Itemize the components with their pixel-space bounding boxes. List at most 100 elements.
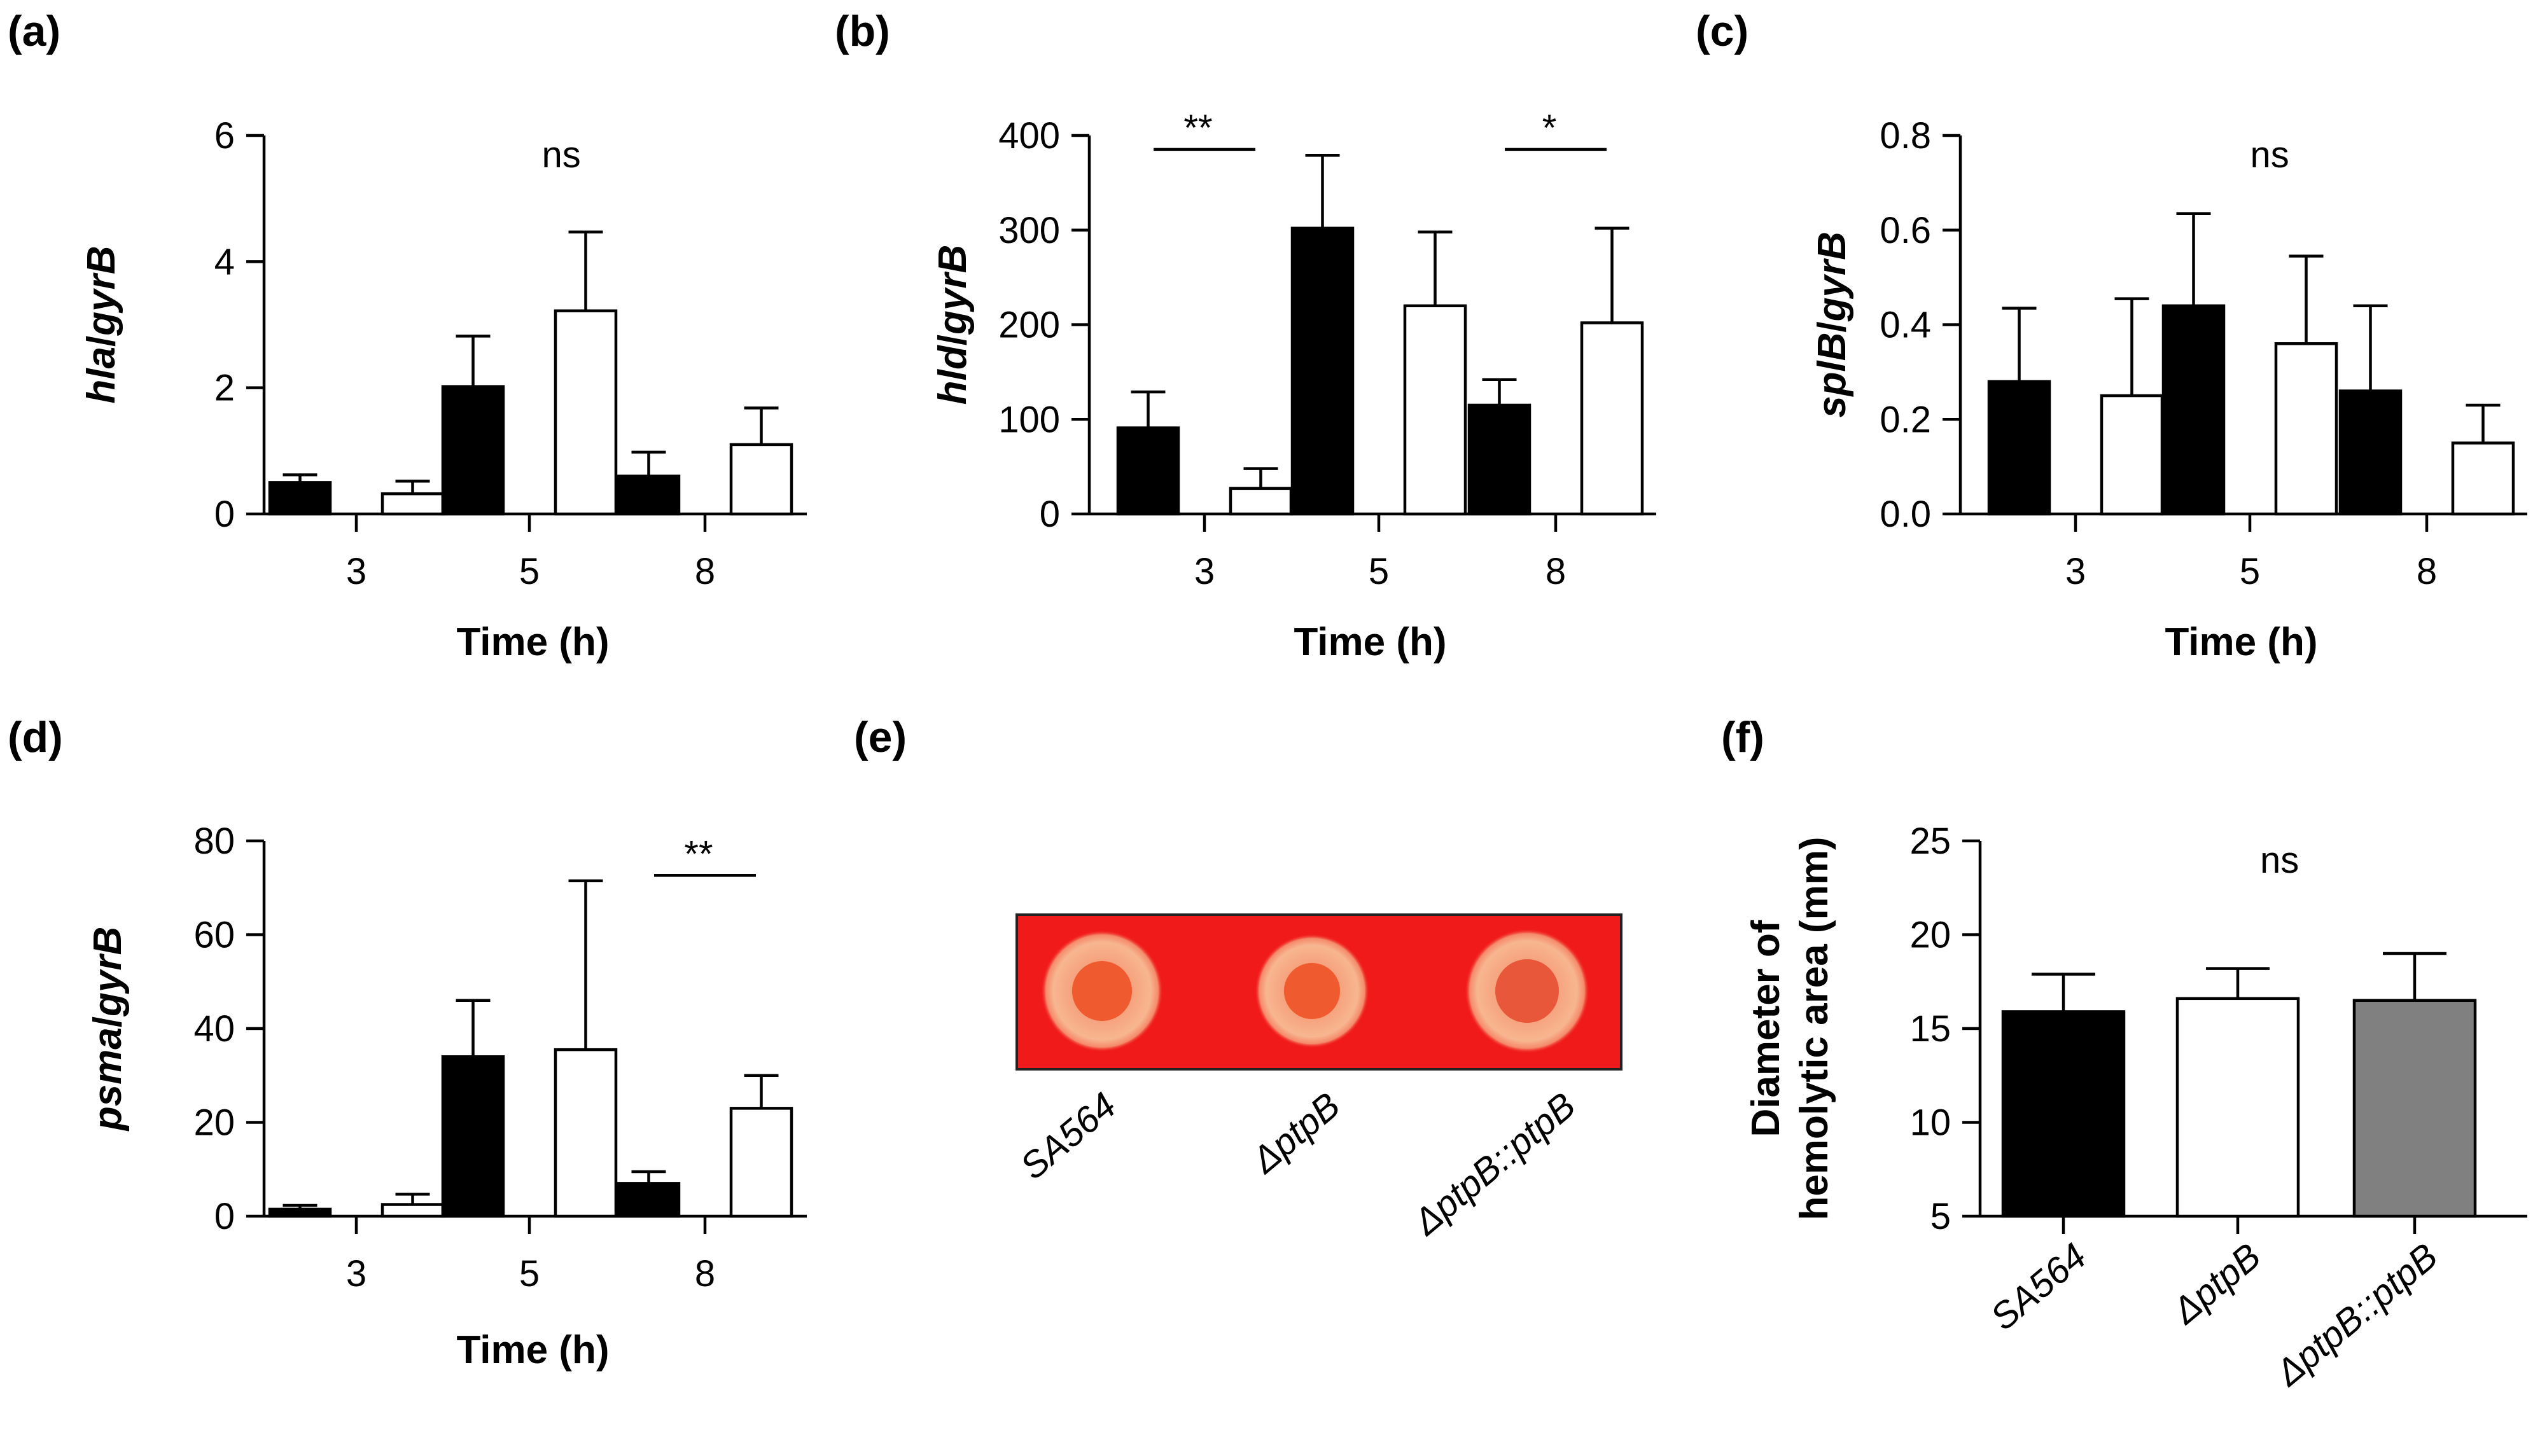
bar-ptpb	[1403, 304, 1467, 516]
plate-label-sa564: SA564	[1012, 1085, 1124, 1188]
y-tick-label: 0	[214, 1196, 235, 1237]
y-axis-title-line: Diameter of	[1744, 920, 1788, 1137]
bar-sa564	[1116, 426, 1180, 516]
y-tick-label: 15	[1909, 1008, 1951, 1050]
x-tick-label: 3	[1194, 551, 1215, 592]
bar-sa564	[617, 1182, 681, 1218]
x-axis-title: Time (h)	[1294, 620, 1447, 664]
y-axis-title-part: gyrB	[86, 927, 130, 1017]
bar-ptpb	[1229, 487, 1293, 516]
y-tick-label: 400	[998, 115, 1060, 156]
x-tick-label: ΔptpB::ptpB	[2267, 1235, 2446, 1394]
y-tick-label: 0.2	[1880, 399, 1931, 440]
bar-ptpb	[729, 443, 793, 516]
x-tick-label: 8	[695, 551, 715, 592]
bar-sa564	[1467, 403, 1532, 516]
chart-a-hla: 0 2 4 6 3 5 8 Time (h) hla/gyrB ns	[80, 115, 807, 664]
y-tick-label: 200	[998, 305, 1060, 346]
chart-d-psma: 0 20 40 60 80 3 5 8 Time (h) psma/gyrB **	[86, 821, 807, 1372]
y-axis-title-part: gyrB	[931, 245, 975, 335]
colony-center-ptpb	[1284, 963, 1340, 1019]
x-tick-label: 3	[346, 551, 366, 592]
x-tick-label: 3	[346, 1253, 366, 1294]
bar-sa564	[441, 1055, 505, 1218]
panel-label-a: (a)	[8, 7, 60, 55]
y-tick-label: 4	[214, 241, 235, 282]
y-axis-title-part: splB	[1810, 333, 1854, 418]
bar-ptpb	[2451, 441, 2515, 516]
y-tick-label: 0	[214, 494, 235, 535]
bar-sa564	[268, 481, 332, 516]
x-axis-title: Time (h)	[457, 620, 610, 664]
y-tick-label: 300	[998, 210, 1060, 251]
y-axis-title: Diameter of hemolytic area (mm)	[1744, 837, 1836, 1221]
bar-sa564	[268, 1207, 332, 1218]
y-tick-label: 6	[214, 115, 235, 156]
bar-sa564	[2338, 389, 2403, 516]
panel-label-f: (f)	[1721, 713, 1764, 761]
y-axis-title-part: hld	[931, 345, 975, 405]
y-tick-label: 40	[193, 1008, 235, 1050]
bar-2	[2352, 999, 2477, 1218]
y-axis-title-part: psma	[86, 1027, 130, 1132]
x-tick-label: 8	[2417, 551, 2437, 592]
x-tick-label: 5	[2240, 551, 2260, 592]
y-tick-label: 0.6	[1880, 210, 1931, 251]
bar-0	[2001, 1010, 2126, 1218]
y-axis-title-part: gyrB	[1810, 232, 1854, 322]
y-axis-title: psma/gyrB	[86, 927, 130, 1132]
y-tick-label: 0.0	[1880, 494, 1931, 535]
y-axis-title-line: hemolytic area (mm)	[1792, 837, 1836, 1221]
x-axis-title: Time (h)	[2165, 620, 2318, 664]
y-tick-label: 5	[1930, 1196, 1951, 1237]
y-axis-title: splB/gyrB	[1810, 232, 1854, 418]
x-tick-label: 3	[2065, 551, 2086, 592]
x-tick-label: 5	[519, 1253, 540, 1294]
x-axis-title: Time (h)	[457, 1328, 610, 1372]
significance-stars: **	[1183, 107, 1212, 149]
y-tick-label: 80	[193, 821, 235, 862]
chart-c-splb: 0.0 0.2 0.4 0.6 0.8 3 5 8 Time (h) splB/gyrB ns	[1810, 115, 2527, 664]
bar-ptpb	[2100, 394, 2164, 516]
bar-1	[2175, 997, 2300, 1218]
panel-label-c: (c)	[1696, 7, 1748, 55]
y-tick-label: 10	[1909, 1102, 1951, 1144]
y-tick-label: 100	[998, 399, 1060, 440]
y-axis-title-part: /	[86, 1016, 130, 1027]
panel-label-e: (e)	[854, 713, 907, 761]
y-axis-title-part: hla	[80, 347, 123, 404]
y-tick-label: 0.8	[1880, 115, 1931, 156]
colony-center-complemented	[1495, 959, 1559, 1023]
y-tick-label: 60	[193, 915, 235, 956]
bar-ptpb	[554, 1048, 618, 1218]
y-axis-title: hld/gyrB	[931, 245, 975, 405]
significance-ns: ns	[2250, 134, 2289, 176]
y-tick-label: 0.4	[1880, 305, 1931, 346]
plate-label-complemented: ΔptpB::ptpB	[1405, 1085, 1584, 1244]
x-tick-label: 5	[519, 551, 540, 592]
significance-stars: **	[684, 833, 713, 875]
panel-label-d: (d)	[8, 713, 63, 761]
panel-label-b: (b)	[835, 7, 890, 55]
bar-ptpb	[380, 1203, 445, 1218]
y-tick-label: 20	[193, 1102, 235, 1144]
x-tick-label: SA564	[1983, 1235, 2094, 1338]
y-tick-label: 25	[1909, 821, 1951, 862]
hemolysis-plate-panel: SA564 ΔptpB ΔptpB::ptpB	[1012, 913, 1622, 1244]
bar-sa564	[2161, 304, 2226, 516]
y-axis-title-part: gyrB	[80, 246, 123, 336]
bar-ptpb	[1580, 321, 1644, 516]
y-tick-label: 20	[1909, 915, 1951, 956]
bar-ptpb	[554, 309, 618, 516]
bar-sa564	[1987, 380, 2051, 516]
y-axis-title-part: /	[1810, 321, 1854, 332]
x-tick-label: 8	[1546, 551, 1566, 592]
y-tick-label: 0	[1040, 494, 1060, 535]
bar-sa564	[617, 475, 681, 516]
significance-stars: *	[1542, 107, 1557, 149]
bar-ptpb	[380, 492, 445, 516]
y-tick-label: 2	[214, 368, 235, 409]
